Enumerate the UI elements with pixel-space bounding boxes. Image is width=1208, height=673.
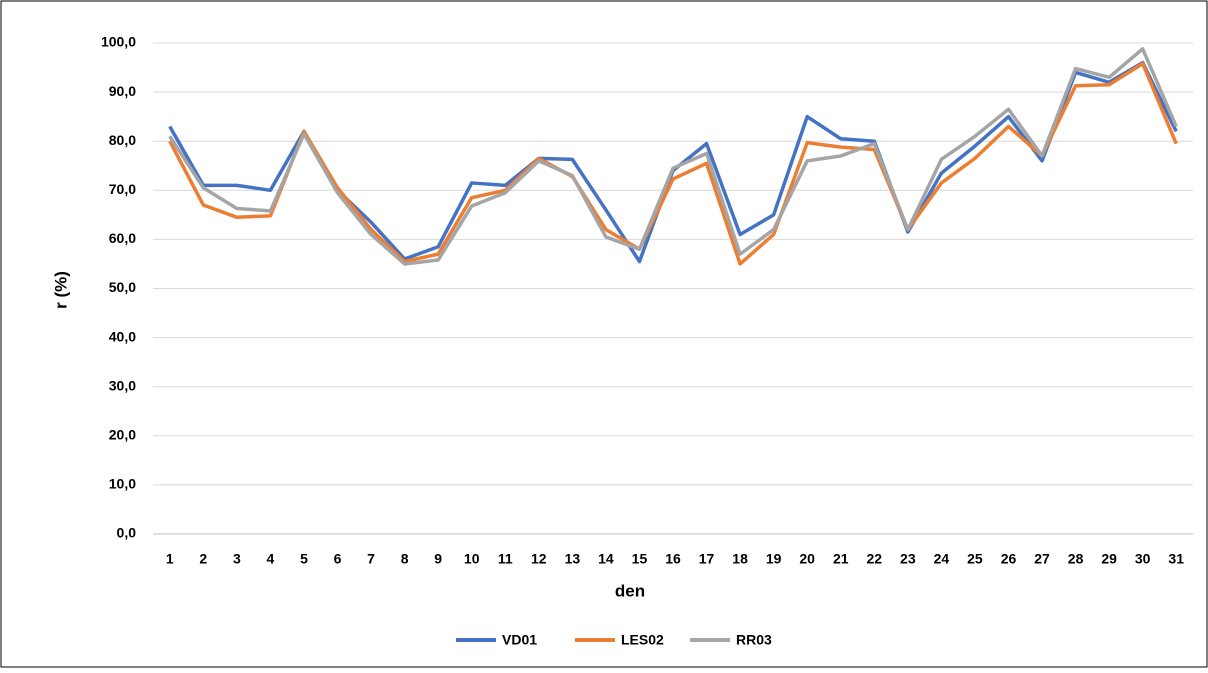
y-tick-label: 60,0 bbox=[109, 230, 136, 246]
x-tick-label: 13 bbox=[565, 551, 581, 567]
y-tick-label: 90,0 bbox=[109, 83, 136, 99]
x-tick-label: 8 bbox=[401, 551, 409, 567]
series-line bbox=[168, 47, 1178, 266]
y-tick-label: 40,0 bbox=[109, 328, 136, 344]
x-tick-label: 1 bbox=[166, 551, 174, 567]
y-tick-label: 20,0 bbox=[109, 427, 136, 443]
x-tick-label: 27 bbox=[1034, 551, 1050, 567]
x-tick-label: 10 bbox=[464, 551, 480, 567]
x-tick-label: 11 bbox=[498, 551, 513, 567]
x-tick-label: 17 bbox=[699, 551, 715, 567]
x-tick-label: 30 bbox=[1135, 551, 1151, 567]
x-tick-label: 22 bbox=[867, 551, 883, 567]
y-tick-label: 70,0 bbox=[109, 181, 136, 197]
x-tick-label: 29 bbox=[1101, 551, 1117, 567]
x-tick-label: 18 bbox=[732, 551, 748, 567]
x-axis-label: den bbox=[615, 581, 645, 600]
x-tick-label: 4 bbox=[267, 551, 275, 567]
x-tick-label: 28 bbox=[1068, 551, 1084, 567]
x-tick-label: 14 bbox=[598, 551, 614, 567]
y-tick-label: 30,0 bbox=[109, 377, 136, 393]
x-tick-label: 25 bbox=[967, 551, 983, 567]
x-tick-label: 16 bbox=[665, 551, 681, 567]
y-tick-label: 100,0 bbox=[101, 34, 136, 50]
y-tick-label: 50,0 bbox=[109, 279, 136, 295]
x-tick-label: 7 bbox=[367, 551, 375, 567]
x-tick-label: 12 bbox=[531, 551, 547, 567]
legend-label: RR03 bbox=[736, 632, 772, 648]
x-tick-label: 19 bbox=[766, 551, 782, 567]
x-tick-label: 31 bbox=[1168, 551, 1184, 567]
x-tick-label: 2 bbox=[199, 551, 207, 567]
legend-label: LES02 bbox=[621, 632, 664, 648]
x-tick-label: 23 bbox=[900, 551, 916, 567]
x-tick-label: 3 bbox=[233, 551, 241, 567]
y-tick-label: 0,0 bbox=[117, 525, 137, 541]
y-tick-label: 10,0 bbox=[109, 476, 136, 492]
y-axis-label: r (%) bbox=[51, 271, 70, 309]
x-tick-label: 24 bbox=[934, 551, 950, 567]
legend-label: VD01 bbox=[502, 632, 537, 648]
x-tick-label: 6 bbox=[334, 551, 342, 567]
x-tick-label: 5 bbox=[300, 551, 308, 567]
y-tick-label: 80,0 bbox=[109, 132, 136, 148]
x-tick-label: 9 bbox=[434, 551, 442, 567]
x-tick-label: 20 bbox=[799, 551, 815, 567]
x-tick-label: 26 bbox=[1001, 551, 1017, 567]
series-line bbox=[168, 61, 1178, 266]
x-tick-label: 15 bbox=[632, 551, 648, 567]
x-tick-label: 21 bbox=[833, 551, 849, 567]
